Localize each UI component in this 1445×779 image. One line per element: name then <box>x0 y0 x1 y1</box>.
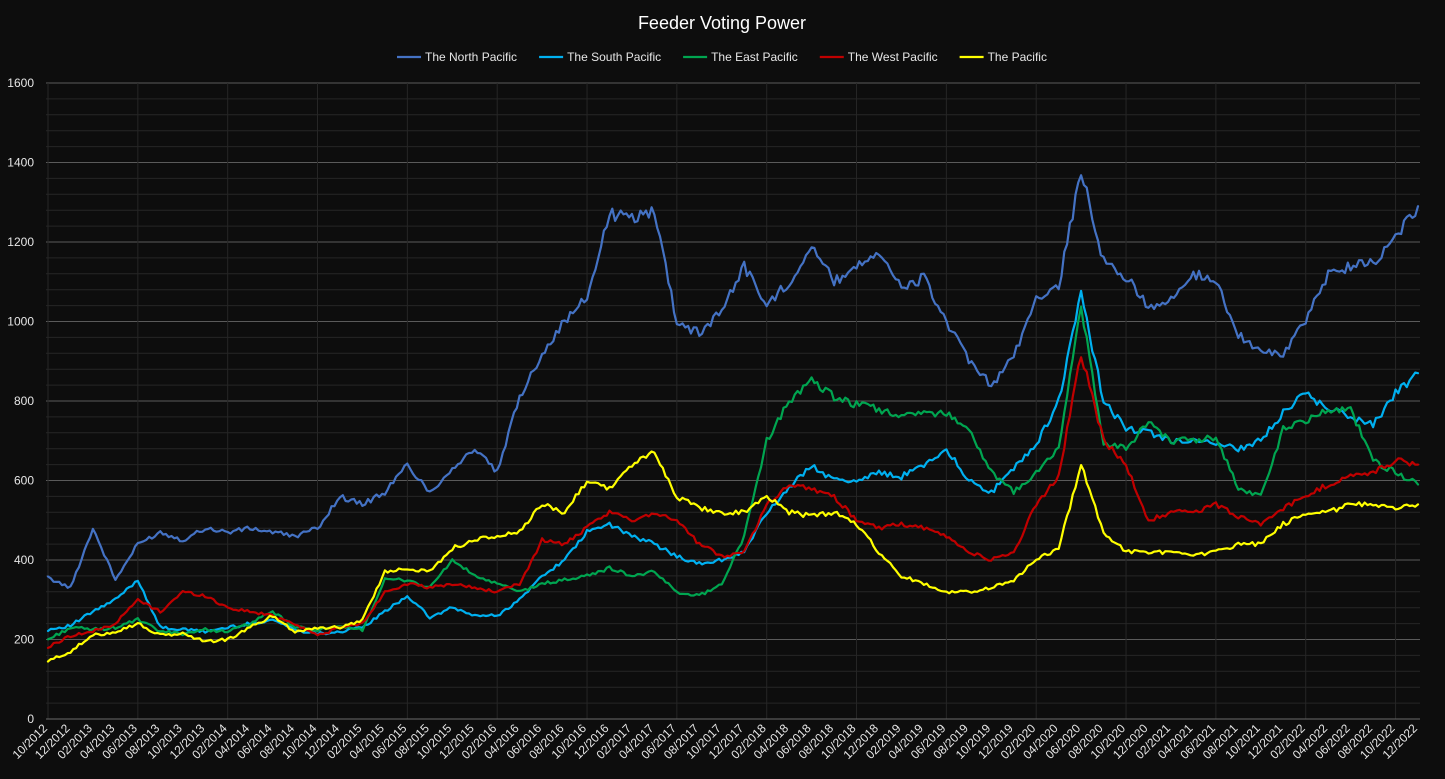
legend-item[interactable]: The West Pacific <box>819 50 938 64</box>
series-line-the-north-pacific <box>46 174 1420 589</box>
series-line-the-pacific <box>46 450 1420 663</box>
legend-item[interactable]: The Pacific <box>959 50 1047 64</box>
legend-item[interactable]: The North Pacific <box>397 50 517 64</box>
legend-label: The Pacific <box>988 50 1047 64</box>
x-axis: 10/201212/201202/201304/201306/201308/20… <box>10 721 1421 762</box>
y-tick-label: 1600 <box>7 76 34 90</box>
legend-label: The North Pacific <box>425 50 517 64</box>
legend-label: The West Pacific <box>848 50 938 64</box>
y-tick-label: 800 <box>14 394 34 408</box>
series-lines <box>46 174 1420 663</box>
legend-item[interactable]: The South Pacific <box>539 50 661 64</box>
y-tick-label: 1000 <box>7 315 34 329</box>
y-tick-label: 200 <box>14 633 34 647</box>
legend-label: The East Pacific <box>711 50 798 64</box>
grid <box>46 82 1420 720</box>
y-tick-label: 1200 <box>7 235 34 249</box>
legend-label: The South Pacific <box>567 50 661 64</box>
y-axis: 0 200 400 600 800 1000 1200 1400 1600 <box>7 76 34 726</box>
y-tick-label: 1400 <box>7 156 34 170</box>
y-tick-label: 0 <box>27 712 34 726</box>
series-line-the-south-pacific <box>46 289 1420 637</box>
legend: The North Pacific The South Pacific The Ea… <box>397 50 1047 64</box>
series-line-the-east-pacific <box>46 305 1420 641</box>
y-tick-label: 600 <box>14 474 34 488</box>
y-tick-label: 400 <box>14 553 34 567</box>
chart-title: Feeder Voting Power <box>638 13 806 33</box>
legend-item[interactable]: The East Pacific <box>683 50 798 64</box>
